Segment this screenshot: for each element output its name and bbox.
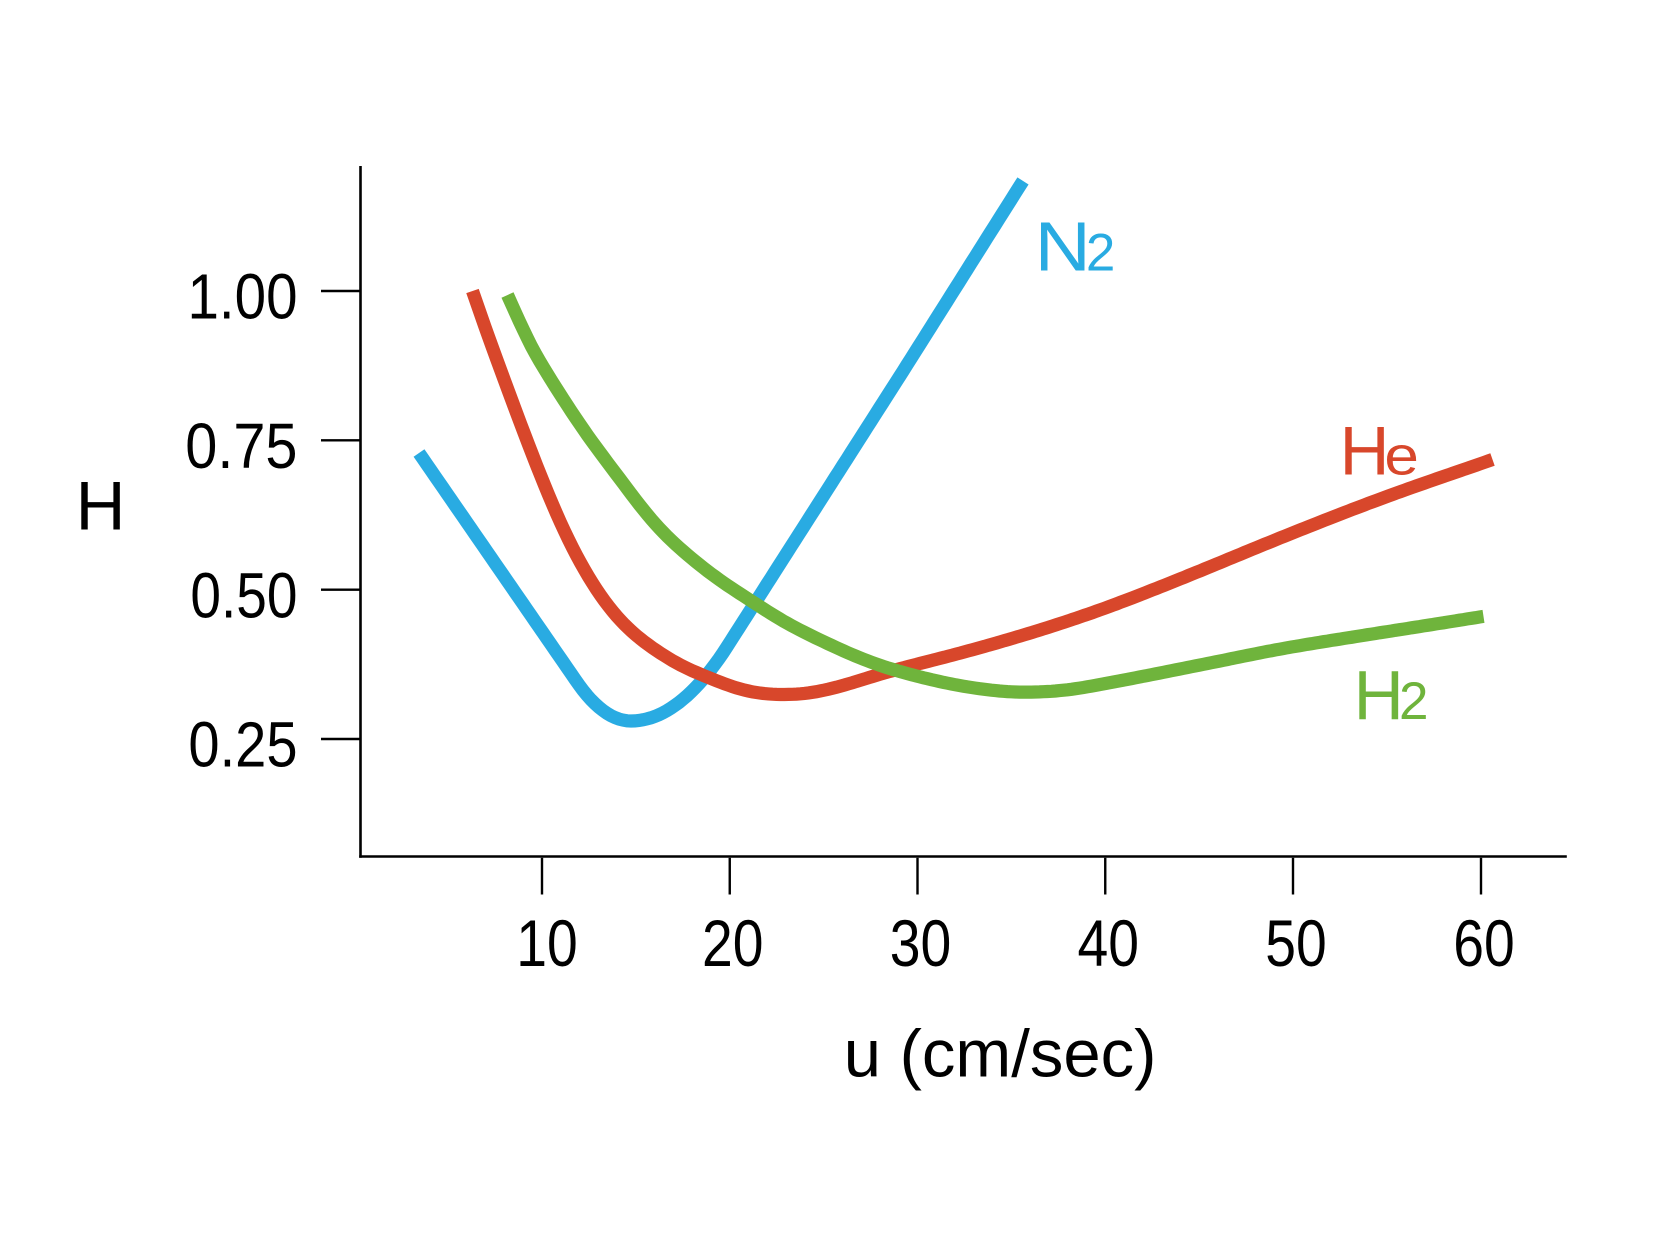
svg-text:0.50: 0.50 (190, 559, 297, 631)
svg-text:40: 40 (1078, 906, 1140, 980)
svg-text:10: 10 (516, 906, 578, 980)
svg-text:1.00: 1.00 (188, 261, 298, 333)
svg-text:50: 50 (1265, 906, 1327, 980)
svg-text:2: 2 (1399, 672, 1428, 731)
svg-text:H: H (1340, 412, 1390, 489)
svg-text:30: 30 (890, 906, 952, 980)
svg-text:0.75: 0.75 (185, 410, 297, 482)
svg-text:N: N (1035, 208, 1091, 286)
svg-text:H: H (1354, 656, 1404, 734)
svg-text:60: 60 (1453, 906, 1515, 980)
svg-text:0.25: 0.25 (188, 709, 297, 781)
svg-text:u (cm/sec): u (cm/sec) (844, 1017, 1157, 1092)
svg-text:2: 2 (1086, 224, 1115, 283)
svg-text:e: e (1384, 424, 1419, 486)
svg-text:H: H (76, 468, 126, 545)
svg-text:20: 20 (702, 906, 764, 980)
